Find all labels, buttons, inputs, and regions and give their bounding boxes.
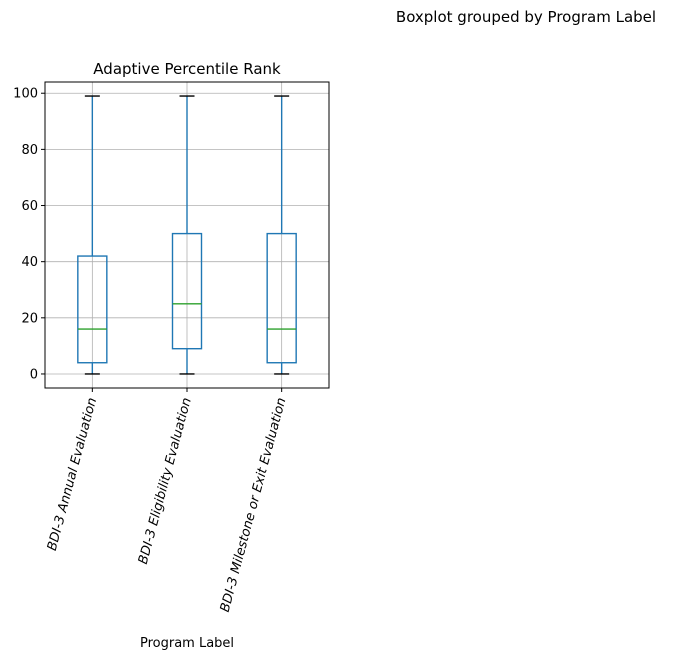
tick-layer: 0 20 40 60 80 100 BDI-3 Annual Evaluation BDI-3…	[13, 87, 289, 614]
y-tick-label: 60	[21, 199, 38, 214]
axes-title: Adaptive Percentile Rank	[93, 60, 281, 78]
y-tick-label: 0	[30, 367, 38, 382]
x-tick-label: BDI-3 Milestone or Exit Evaluation	[218, 396, 290, 614]
x-tick-label: BDI-3 Annual Evaluation	[45, 396, 100, 552]
box-layer	[77, 95, 297, 375]
y-tick-label: 100	[13, 87, 38, 102]
iqr-box	[266, 232, 297, 364]
iqr-box	[171, 232, 203, 350]
y-tick-label: 20	[21, 311, 38, 326]
figure-suptitle: Boxplot grouped by Program Label	[396, 8, 656, 26]
box-group	[171, 95, 203, 375]
x-axis-label: Program Label	[140, 636, 234, 651]
box-group	[77, 95, 108, 375]
y-tick-label: 80	[21, 143, 38, 158]
y-tick-label: 40	[21, 255, 38, 270]
box-group	[266, 95, 297, 375]
x-tick-label: BDI-3 Eligibility Evaluation	[136, 396, 195, 566]
iqr-box	[77, 255, 108, 364]
